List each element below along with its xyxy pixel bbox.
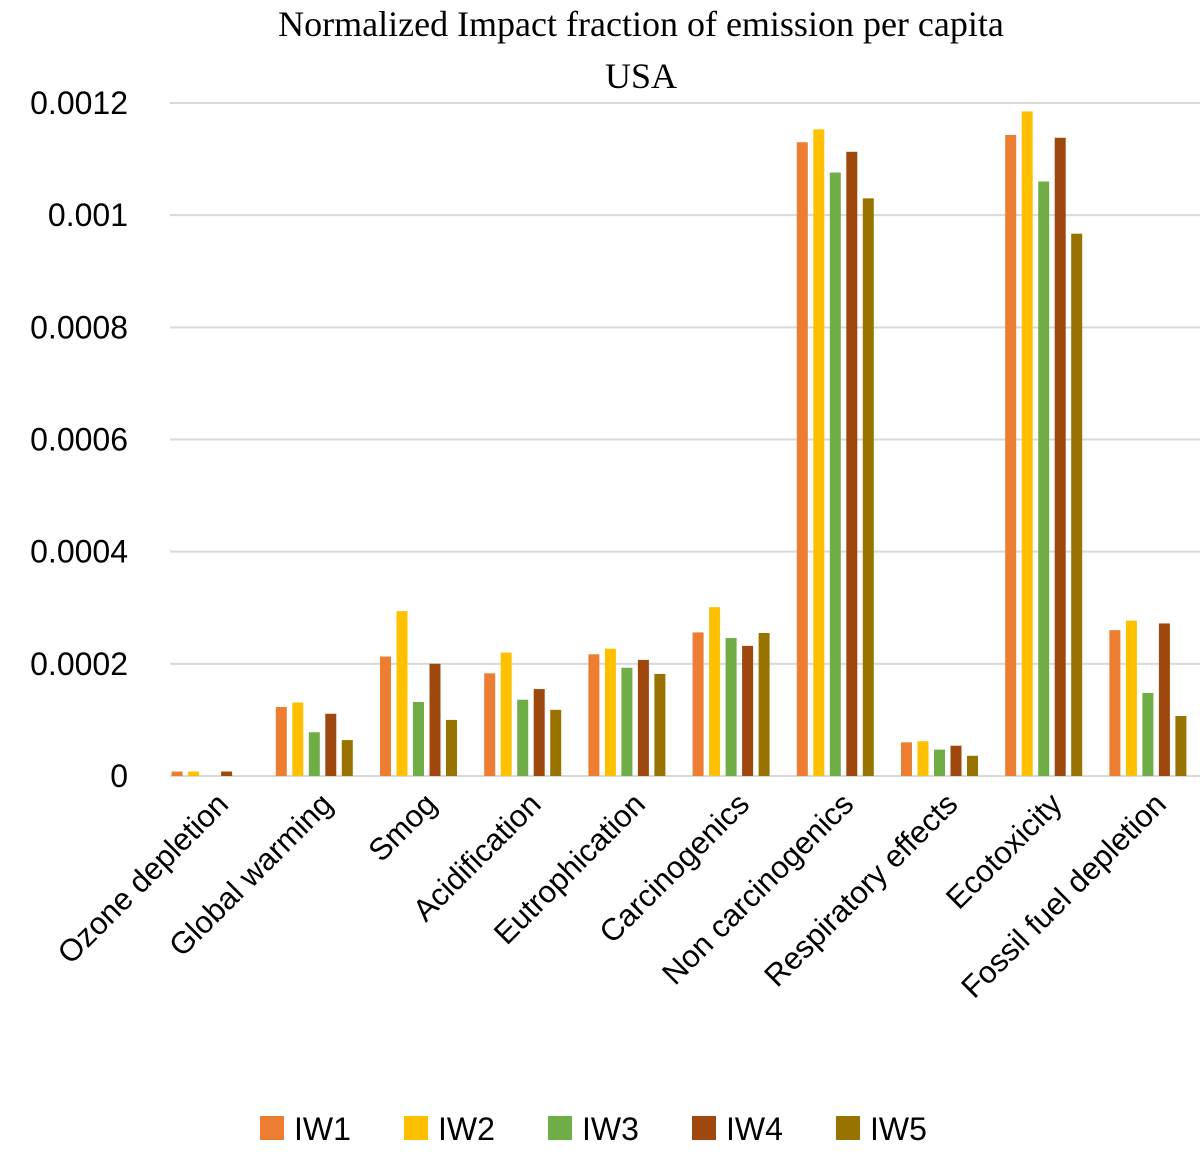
bar-iw4-acidification	[533, 689, 545, 776]
bar-iw1-ecotoxicity	[1005, 134, 1017, 776]
legend-swatch-iw2	[404, 1116, 428, 1140]
y-tick-label: 0.0012	[30, 85, 128, 121]
legend-label-iw3: IW3	[582, 1111, 639, 1147]
bar-iw5-fossil-fuel-depletion	[1175, 715, 1187, 776]
legend-label-iw4: IW4	[726, 1111, 783, 1147]
bar-iw2-eutrophication	[604, 648, 616, 776]
legend-swatch-iw1	[260, 1116, 284, 1140]
legend-swatch-iw3	[548, 1116, 572, 1140]
bar-iw2-fossil-fuel-depletion	[1125, 620, 1137, 776]
y-tick-label: 0.0008	[30, 309, 128, 345]
y-tick-label: 0.0006	[30, 422, 128, 458]
x-tick-label: Respiratory effects	[757, 786, 964, 993]
legend-label-iw1: IW1	[294, 1111, 351, 1147]
bar-iw2-smog	[396, 611, 408, 776]
bar-iw5-ecotoxicity	[1071, 233, 1083, 776]
y-tick-label: 0	[110, 758, 128, 794]
bar-iw5-smog	[446, 719, 457, 776]
chart-subtitle: USA	[605, 56, 677, 96]
chart-title: Normalized Impact fraction of emission p…	[278, 4, 1004, 44]
bar-iw3-ecotoxicity	[1038, 181, 1050, 776]
y-axis-ticks: 0 0.0002 0.0004 0.0006 0.0008 0.001 0.0012	[30, 85, 128, 794]
legend-swatch-iw5	[836, 1116, 860, 1140]
bar-iw1-smog	[380, 656, 391, 776]
bar-iw2-respiratory-effects	[917, 741, 929, 776]
bar-iw1-global-warming	[275, 707, 287, 776]
bar-iw5-eutrophication	[654, 673, 666, 776]
bar-iw4-global-warming	[325, 713, 337, 776]
bar-iw3-global-warming	[308, 732, 320, 776]
bar-iw2-ecotoxicity	[1021, 111, 1033, 777]
legend-label-iw5: IW5	[870, 1111, 927, 1147]
bar-iw3-carcinogenics	[725, 638, 737, 776]
y-tick-label: 0.0002	[30, 646, 128, 682]
y-tick-label: 0.0004	[30, 534, 128, 570]
bar-iw3-fossil-fuel-depletion	[1142, 692, 1154, 776]
bar-iw1-acidification	[484, 673, 496, 776]
bar-iw1-carcinogenics	[692, 632, 704, 776]
bars	[171, 111, 1187, 777]
bar-iw4-respiratory-effects	[950, 745, 962, 776]
x-tick-label: Fossil fuel depletion	[954, 786, 1172, 1004]
bar-iw2-non-carcinogenics	[813, 129, 825, 777]
bar-iw5-respiratory-effects	[967, 755, 978, 776]
bar-iw3-acidification	[517, 699, 529, 776]
bar-iw3-eutrophication	[621, 667, 633, 776]
bar-iw4-eutrophication	[637, 659, 649, 776]
y-tick-label: 0.001	[48, 197, 128, 233]
bar-iw1-non-carcinogenics	[796, 142, 808, 777]
x-tick-label: Smog	[361, 786, 443, 868]
bar-iw5-global-warming	[341, 740, 353, 776]
bar-iw5-carcinogenics	[758, 632, 770, 776]
bar-iw2-acidification	[500, 652, 512, 776]
bar-iw4-smog	[429, 663, 441, 776]
bar-iw1-respiratory-effects	[901, 742, 912, 776]
bar-iw5-acidification	[550, 709, 562, 776]
bar-iw4-carcinogenics	[742, 645, 754, 776]
bar-iw1-ozone-depletion	[171, 771, 183, 776]
bar-iw3-smog	[413, 701, 424, 776]
bar-iw4-ozone-depletion	[221, 771, 233, 776]
legend-swatch-iw4	[692, 1116, 716, 1140]
gridlines	[170, 102, 1200, 777]
bar-iw1-eutrophication	[588, 654, 600, 776]
legend: IW1 IW2 IW3 IW4 IW5	[260, 1111, 927, 1147]
bar-iw5-non-carcinogenics	[862, 198, 874, 776]
x-tick-label: Non carcinogenics	[655, 786, 860, 991]
bar-iw4-non-carcinogenics	[846, 151, 858, 777]
bar-iw2-carcinogenics	[709, 607, 721, 776]
x-tick-label: Ozone depletion	[51, 786, 235, 970]
bar-iw2-ozone-depletion	[188, 771, 200, 776]
legend-label-iw2: IW2	[438, 1111, 495, 1147]
bar-iw2-global-warming	[292, 702, 304, 776]
bar-iw4-ecotoxicity	[1054, 137, 1066, 776]
bar-iw1-fossil-fuel-depletion	[1109, 630, 1121, 776]
bar-iw3-non-carcinogenics	[829, 172, 841, 776]
bar-iw4-fossil-fuel-depletion	[1158, 623, 1170, 776]
bar-iw3-respiratory-effects	[934, 749, 945, 776]
